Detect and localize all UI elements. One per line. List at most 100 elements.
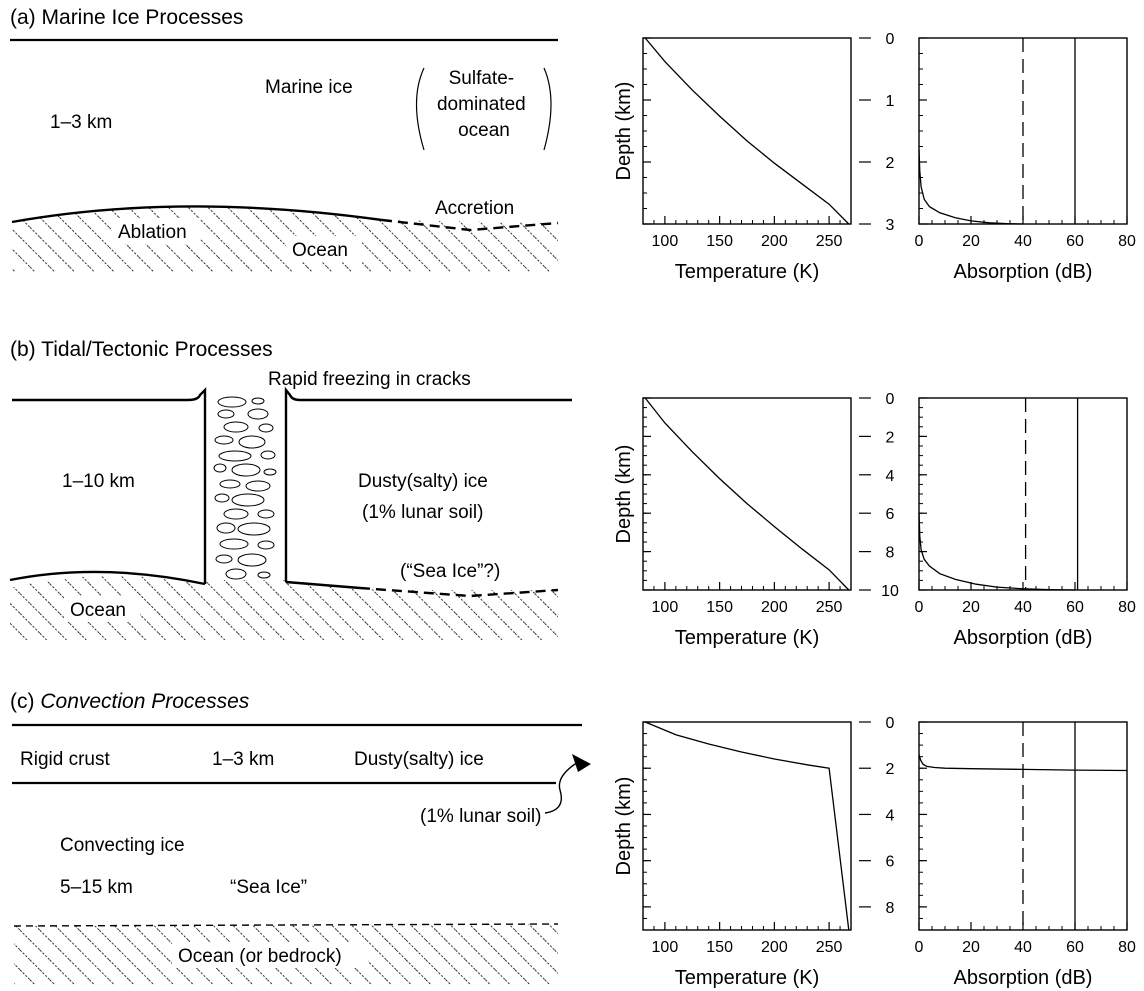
x-tick-label: 100: [652, 599, 679, 616]
ocean-label-bg: [64, 596, 140, 622]
dusty-ice-label: Dusty(salty) ice: [358, 471, 488, 492]
panel-a-heading: (a) Marine Ice Processes: [10, 6, 243, 29]
dusty-ice-label: Dusty(salty) ice: [354, 749, 484, 770]
x-axis-title: Temperature (K): [675, 967, 820, 989]
y-tick-label: 2: [886, 155, 895, 172]
y-tick-label: 10: [881, 583, 899, 600]
panel-b-diagram: (b) Tidal/Tectonic Processes Rapid freez…: [9, 338, 572, 640]
arrow-head: [572, 754, 591, 772]
crust-thickness-label: 1–3 km: [212, 749, 274, 770]
y-axis-title: Depth (km): [613, 445, 635, 544]
x-axis-title: Absorption (dB): [954, 261, 1093, 283]
ablation-label: Ablation: [118, 222, 187, 243]
accretion-label: Accretion: [435, 198, 514, 219]
x-tick-label: 150: [706, 939, 733, 956]
x-tick-label: 200: [761, 233, 788, 250]
data-curve: [644, 721, 850, 931]
x-tick-label: 250: [816, 939, 843, 956]
ocean-label: Ocean: [292, 240, 348, 261]
crack-ocean-hatch: [200, 580, 288, 640]
y-tick-label: 4: [886, 468, 895, 485]
ice-thickness-label: 1–10 km: [62, 471, 135, 492]
ice-thickness-label: 1–3 km: [50, 112, 112, 133]
ocean-boundary: [13, 923, 559, 927]
x-tick-label: 60: [1066, 233, 1084, 250]
ocean-label-bg: [286, 236, 362, 262]
data-curve: [644, 37, 850, 225]
data-curve: [918, 513, 1076, 591]
y-tick-label: 8: [886, 900, 895, 917]
ocean-label: Ocean: [70, 600, 126, 621]
x-tick-label: 40: [1014, 599, 1032, 616]
x-axis-title: Temperature (K): [675, 261, 820, 283]
x-tick-label: 100: [652, 939, 679, 956]
marine-ice-label: Marine ice: [265, 77, 353, 98]
left-block-outline: [12, 387, 207, 584]
y-tick-label: 0: [886, 715, 895, 732]
sulfate-ocean-label: Sulfate- dominated ocean: [437, 68, 531, 141]
sea-ice-label: “Sea Ice”: [230, 877, 307, 898]
y-axis-title: Depth (km): [613, 777, 635, 876]
x-tick-label: 60: [1066, 939, 1084, 956]
x-tick-label: 200: [761, 939, 788, 956]
x-tick-label: 40: [1014, 939, 1032, 956]
x-tick-label: 200: [761, 599, 788, 616]
chart-b-absorption: 0 20 40 60 80 0 2 4 6 8 10 Absorption (dB): [859, 391, 1136, 649]
panel-a-diagram: (a) Marine Ice Processes 1–3 km Marine i…: [10, 6, 559, 272]
x-tick-label: 40: [1014, 233, 1032, 250]
sea-ice-boundary: [359, 586, 559, 598]
ablation-label-bg: [112, 218, 200, 244]
y-tick-label: 2: [886, 761, 895, 778]
data-curve: [918, 149, 1024, 225]
plot-frame: [918, 397, 1128, 591]
x-axis-title: Absorption (dB): [954, 967, 1093, 989]
right-base-line: [285, 580, 361, 590]
crack-ice-crystals: [213, 396, 277, 580]
x-tick-label: 0: [915, 939, 924, 956]
chart-c-absorption: 0 20 40 60 80 0 2 4 6 8 Absorption (dB): [859, 715, 1136, 989]
lunar-soil-label: (1% lunar soil): [420, 806, 541, 827]
panel-c-heading: (c) Convection Processes: [10, 690, 250, 713]
chart-b-temperature: 100 150 200 250 Temperature (K) Depth (km): [613, 397, 852, 649]
right-bracket: [543, 67, 552, 151]
panel-c-diagram: (c) Convection Processes Rigid crust 1–3…: [10, 690, 591, 985]
lunar-soil-label: (1% lunar soil): [362, 502, 483, 523]
y-tick-label: 4: [886, 807, 895, 824]
y-tick-label: 1: [886, 93, 895, 110]
chart-c-temperature: 100 150 200 250 Temperature (K) Depth (km): [613, 721, 852, 989]
data-curve: [644, 397, 850, 591]
x-tick-label: 80: [1118, 599, 1136, 616]
panel-b-heading: (b) Tidal/Tectonic Processes: [10, 338, 273, 361]
y-tick-label: 8: [886, 545, 895, 562]
ocean-label: Ocean (or bedrock): [178, 946, 342, 967]
x-tick-label: 80: [1118, 233, 1136, 250]
y-tick-label: 3: [886, 217, 895, 234]
x-tick-label: 60: [1066, 599, 1084, 616]
x-tick-label: 20: [962, 233, 980, 250]
y-tick-label: 0: [886, 391, 895, 408]
chart-a-absorption: 0 20 40 60 80 0 1 2 3 Absorption (dB): [859, 31, 1136, 283]
x-tick-label: 250: [816, 599, 843, 616]
left-bracket: [415, 67, 425, 151]
x-tick-label: 0: [915, 233, 924, 250]
convecting-ice-label: Convecting ice: [60, 835, 185, 856]
x-tick-label: 150: [706, 599, 733, 616]
sea-ice-label: (“Sea Ice”?): [400, 561, 500, 582]
x-tick-label: 100: [652, 233, 679, 250]
y-tick-label: 6: [886, 506, 895, 523]
accretion-boundary: [381, 218, 559, 232]
x-tick-label: 20: [962, 599, 980, 616]
y-tick-label: 6: [886, 854, 895, 871]
y-axis-title: Depth (km): [613, 82, 635, 181]
rapid-freezing-label: Rapid freezing in cracks: [268, 369, 471, 390]
right-block-outline: [284, 386, 572, 582]
x-tick-label: 80: [1118, 939, 1136, 956]
rigid-crust-label: Rigid crust: [20, 749, 110, 770]
ablation-boundary: [11, 205, 383, 224]
x-tick-label: 150: [706, 233, 733, 250]
y-tick-label: 2: [886, 429, 895, 446]
x-axis-title: Absorption (dB): [954, 627, 1093, 649]
chart-a-temperature: 100 150 200 250 Temperature (K) Depth (km): [613, 37, 852, 283]
x-tick-label: 20: [962, 939, 980, 956]
convecting-thickness-label: 5–15 km: [60, 877, 133, 898]
